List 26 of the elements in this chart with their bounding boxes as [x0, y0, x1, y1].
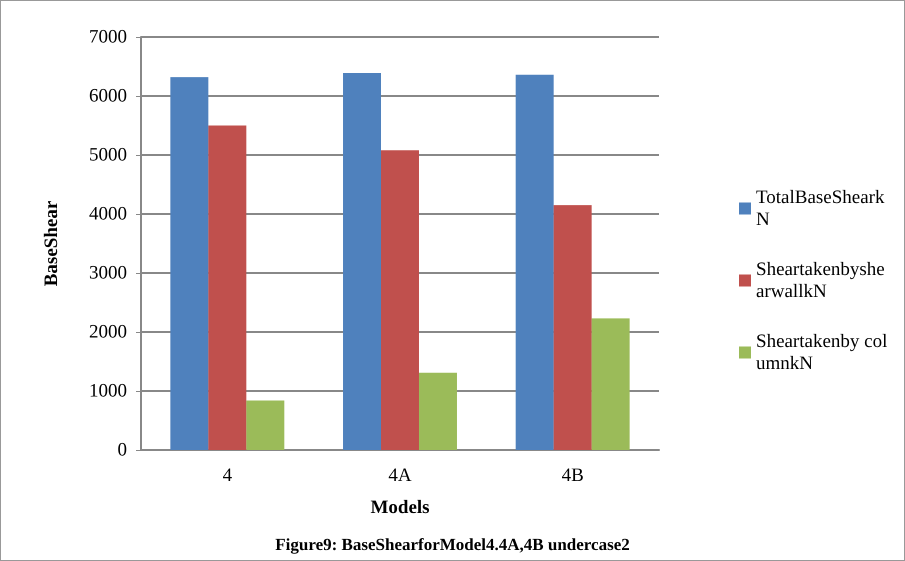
bar	[208, 126, 246, 450]
y-tick-label: 4000	[89, 204, 127, 224]
legend-label: TotalBaseShearkN	[756, 187, 885, 230]
y-tick-label: 5000	[89, 144, 127, 166]
bar	[170, 77, 208, 450]
y-axis-title: BaseShear	[41, 200, 62, 286]
y-tick-label: 2000	[89, 322, 127, 342]
x-tick-label: 4	[222, 465, 233, 486]
y-tick-label: 1000	[89, 380, 127, 402]
bar	[418, 372, 457, 450]
x-axis-title: Models	[370, 497, 430, 518]
x-tick-label: 4A	[388, 465, 412, 486]
legend-label: Sheartakenby columnkN	[756, 331, 888, 374]
bar	[592, 318, 630, 450]
bar	[246, 400, 284, 450]
y-tick-label: 3000	[89, 262, 127, 284]
y-tick-label: 7000	[89, 26, 127, 48]
bar	[554, 205, 592, 450]
caption: Figure9: BaseShearforModel4.4A,4B undercase2	[275, 535, 630, 554]
legend-label: SheartakenbyshearwallkN	[756, 259, 885, 302]
bar	[381, 150, 419, 450]
y-tick-label: 6000	[89, 86, 127, 106]
bar	[516, 74, 554, 450]
x-tick-label: 4B	[562, 465, 584, 486]
y-tick-label: 0	[118, 440, 127, 460]
bar	[343, 72, 382, 450]
